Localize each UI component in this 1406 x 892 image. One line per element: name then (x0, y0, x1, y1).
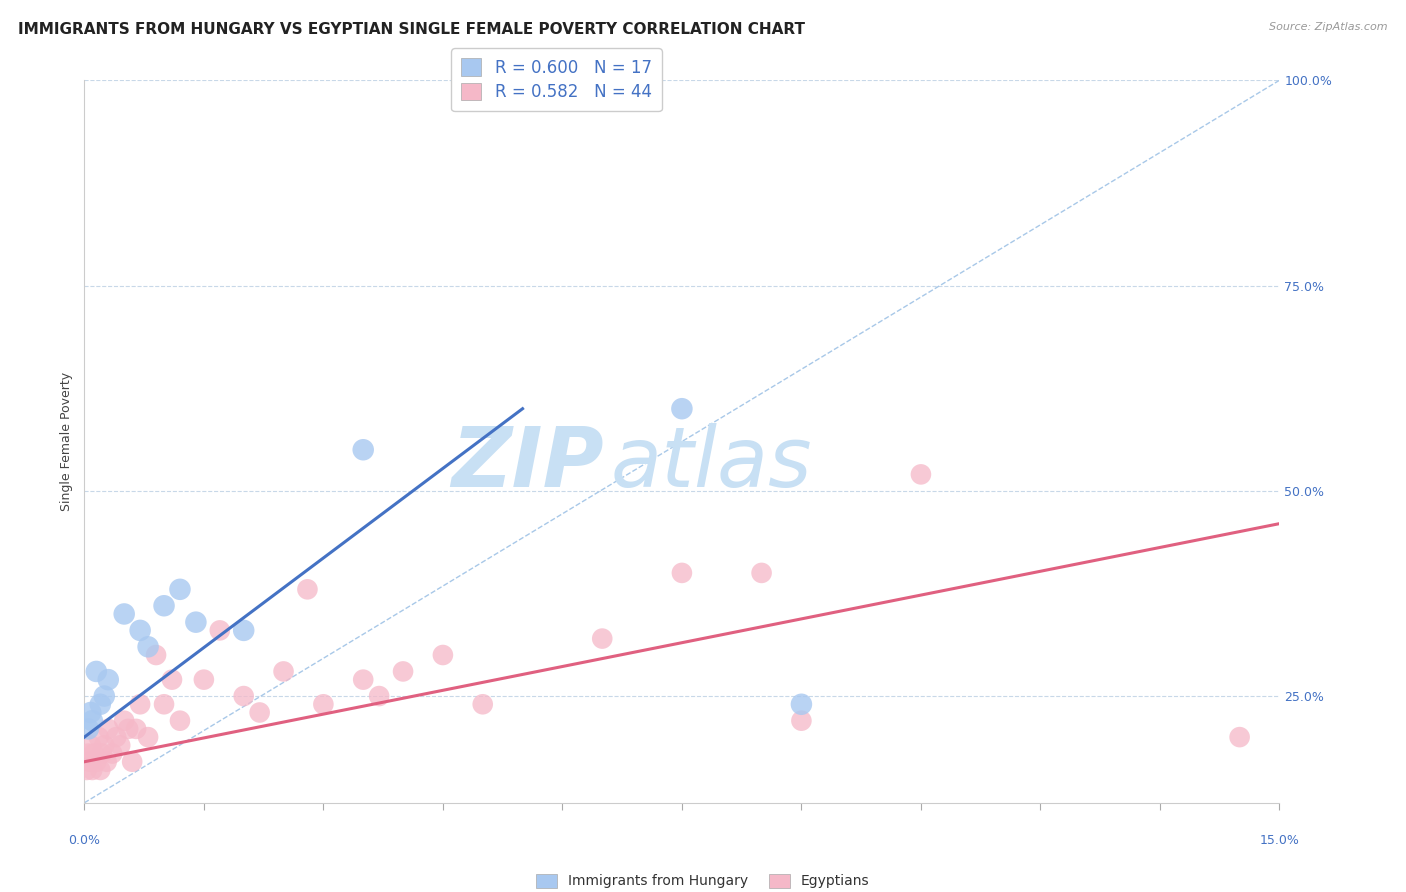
Point (93, 739, 115, 753)
Point (910, 467, 932, 482)
Point (671, 566, 693, 580)
Text: IMMIGRANTS FROM HUNGARY VS EGYPTIAN SINGLE FEMALE POVERTY CORRELATION CHART: IMMIGRANTS FROM HUNGARY VS EGYPTIAN SING… (18, 22, 806, 37)
Text: atlas: atlas (610, 423, 811, 504)
Text: ZIP: ZIP (451, 423, 605, 504)
Point (125, 722, 148, 736)
Point (273, 665, 295, 679)
Point (169, 714, 191, 728)
Point (153, 698, 176, 712)
Point (89, 698, 111, 712)
Point (249, 706, 271, 720)
Point (352, 442, 374, 457)
Point (368, 689, 391, 703)
Point (80, 739, 103, 753)
Point (77, 722, 100, 736)
Text: Source: ZipAtlas.com: Source: ZipAtlas.com (1270, 22, 1388, 32)
Point (129, 698, 152, 712)
Point (117, 722, 139, 736)
Point (82, 763, 104, 777)
Point (97, 722, 120, 736)
Point (93, 689, 115, 703)
Point (232, 689, 254, 703)
Text: 0.0%: 0.0% (69, 834, 100, 847)
Point (105, 730, 128, 744)
Point (86, 755, 108, 769)
Point (432, 648, 454, 662)
Point (193, 673, 215, 687)
Point (471, 698, 494, 712)
Point (790, 698, 813, 712)
Point (80, 706, 103, 720)
Point (169, 582, 191, 597)
Point (87, 730, 110, 744)
Point (153, 599, 176, 613)
Point (96, 755, 118, 769)
Point (352, 673, 374, 687)
Point (136, 730, 159, 744)
Point (86, 665, 108, 679)
Point (82, 714, 104, 728)
Point (101, 747, 124, 761)
Point (89, 763, 111, 777)
Point (112, 607, 135, 621)
Point (312, 698, 335, 712)
Point (392, 665, 415, 679)
Point (790, 714, 813, 728)
Point (208, 624, 231, 638)
Point (136, 640, 159, 654)
Point (232, 624, 254, 638)
Point (751, 566, 773, 580)
Text: 15.0%: 15.0% (1260, 834, 1299, 847)
Point (297, 582, 319, 597)
Point (160, 673, 183, 687)
Point (1229, 730, 1251, 744)
Legend: Immigrants from Hungary, Egyptians: Immigrants from Hungary, Egyptians (530, 868, 876, 892)
Point (77, 747, 100, 761)
Point (79, 755, 101, 769)
Y-axis label: Single Female Poverty: Single Female Poverty (60, 372, 73, 511)
Point (145, 648, 167, 662)
Point (112, 714, 135, 728)
Point (76, 763, 98, 777)
Point (97, 673, 120, 687)
Point (184, 615, 207, 630)
Point (83, 747, 105, 761)
Point (90, 747, 112, 761)
Point (671, 401, 693, 416)
Point (121, 755, 143, 769)
Point (110, 739, 132, 753)
Point (591, 632, 613, 646)
Point (129, 624, 152, 638)
